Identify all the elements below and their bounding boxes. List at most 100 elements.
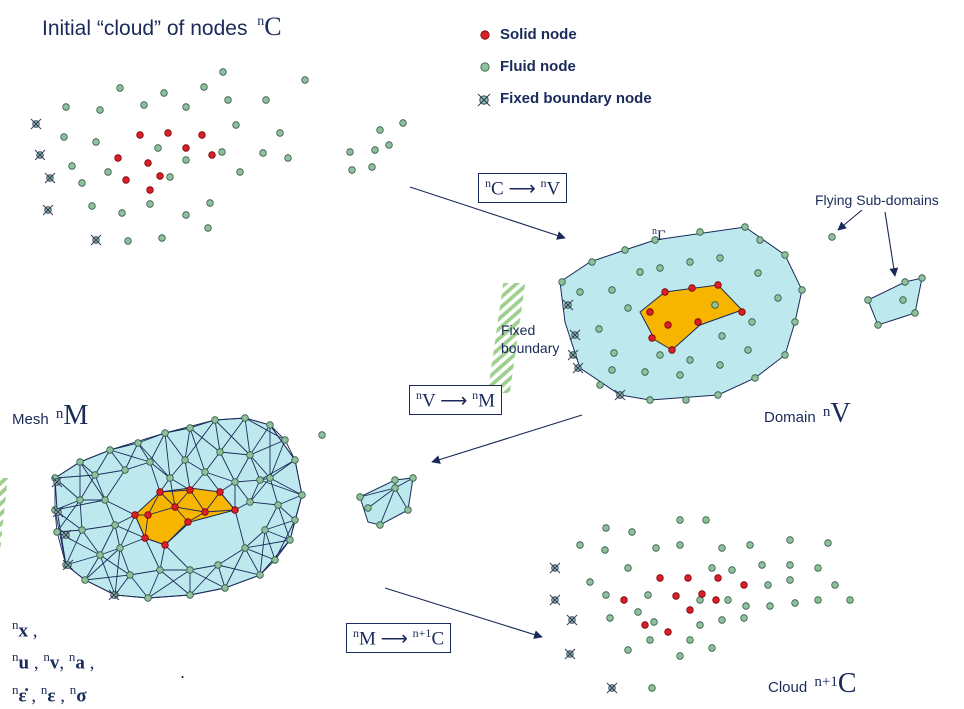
cloud-label: Cloud n+1C [768, 668, 857, 700]
arrow-c-to-v [409, 186, 566, 240]
fluid-node [676, 541, 684, 549]
fluid-node [158, 234, 166, 242]
mesh-edge [204, 451, 221, 473]
fluid-node [81, 576, 89, 584]
fluid-node [899, 296, 907, 304]
mesh-edge [94, 449, 111, 476]
var-epsdot-sup: n [12, 681, 19, 697]
mesh-edge [249, 479, 261, 503]
fixed-boundary-node [44, 172, 56, 184]
fluid-node [608, 286, 616, 294]
mesh-edge [109, 442, 139, 451]
var-epsdot: ε̇ [18, 684, 27, 706]
mesh-edge [164, 427, 191, 434]
mesh-edge [169, 477, 176, 508]
arrow-flying-1 [837, 209, 863, 231]
var-x-sup: n [12, 617, 19, 632]
mesh-edge [99, 524, 116, 556]
fluid-node [221, 584, 229, 592]
fluid-node [281, 436, 289, 444]
fixed-boundary-hatch [487, 283, 526, 393]
v-to-m-sup2: n [472, 388, 479, 402]
fluid-node [60, 133, 68, 141]
fixed-boundary-label-2: boundary [501, 340, 560, 356]
fluid-node [241, 544, 249, 552]
fluid-node [754, 269, 762, 277]
mesh-edge [249, 501, 279, 506]
fluid-node [91, 471, 99, 479]
mesh-edge [184, 427, 191, 461]
mesh-edge [269, 459, 296, 479]
fluid-node [918, 274, 926, 282]
fluid-node [831, 581, 839, 589]
var-v-sep: , [59, 652, 69, 674]
fluid-node [742, 602, 750, 610]
solid-node [694, 318, 702, 326]
fluid-node [78, 179, 86, 187]
fluid-node [748, 318, 756, 326]
mesh-edge [94, 474, 106, 501]
solid-node [684, 574, 692, 582]
fluid-node [601, 546, 609, 554]
fluid-node [646, 396, 654, 404]
fluid-node [781, 251, 789, 259]
fluid-node [166, 173, 174, 181]
solid-node [620, 596, 628, 604]
fixed-boundary-node [30, 118, 42, 130]
fluid-node [610, 349, 618, 357]
fluid-node [246, 498, 254, 506]
fluid-node [756, 236, 764, 244]
fluid-node [53, 528, 61, 536]
fluid-node [741, 223, 749, 231]
fluid-node [126, 571, 134, 579]
mesh-edge [54, 509, 67, 566]
mesh-edge [214, 419, 221, 453]
solid-node [171, 503, 179, 511]
fluid-node [104, 168, 112, 176]
fluid-node [391, 484, 399, 492]
fluid-node [111, 521, 119, 529]
fluid-node [814, 596, 822, 604]
cloud-text: Cloud [768, 679, 808, 696]
fixed-boundary-node [60, 529, 72, 541]
mesh-edge [294, 459, 303, 496]
fluid-node [216, 448, 224, 456]
fluid-node [182, 211, 190, 219]
mesh-edge [277, 494, 303, 506]
fluid-node [166, 474, 174, 482]
fixed-boundary-node [562, 299, 574, 311]
solid-node [136, 131, 144, 139]
m-to-c-sup1: n [353, 626, 359, 640]
fluid-node [356, 493, 364, 501]
var-sigma-sup: n [69, 681, 77, 697]
mesh-edge [264, 504, 279, 531]
fluid-node [786, 561, 794, 569]
m-to-c-from: M [359, 628, 376, 650]
fluid-node [652, 544, 660, 552]
mesh-edge [79, 449, 111, 463]
fluid-node [385, 141, 393, 149]
fluid-node [409, 474, 417, 482]
mesh-edge [294, 494, 303, 521]
fluid-node [874, 321, 882, 329]
fixed-boundary-node [51, 476, 63, 488]
fluid-node [68, 162, 76, 170]
var-v: v [49, 652, 60, 674]
fluid-node [182, 103, 190, 111]
fixed-boundary-label-1: Fixed [501, 322, 536, 338]
fluid-node [758, 561, 766, 569]
solid-node [144, 511, 152, 519]
domain-sup: n [822, 404, 831, 420]
gamma-sup: n [652, 226, 657, 237]
mesh-edge [99, 554, 131, 576]
fluid-node [154, 144, 162, 152]
fluid-node [376, 126, 384, 134]
var-u: u [18, 652, 30, 674]
flying-subdomains-label: Flying Sub-domains [815, 192, 939, 208]
mesh-edge [159, 569, 191, 596]
mesh-edge [84, 574, 131, 581]
fluid-node [241, 414, 249, 422]
fluid-node [256, 476, 264, 484]
mesh-edge [189, 569, 226, 589]
mesh-edge [124, 461, 151, 471]
